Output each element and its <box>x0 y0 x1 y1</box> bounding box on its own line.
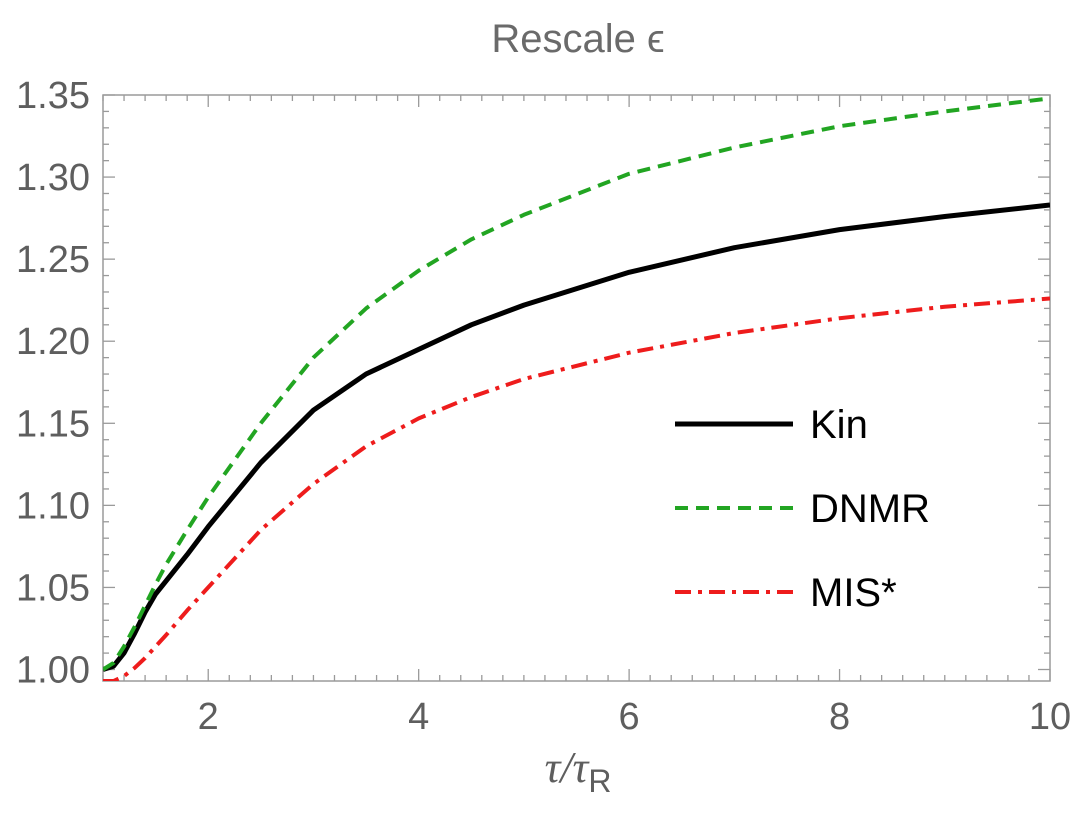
x-tick-label: 6 <box>619 696 640 738</box>
plot-border <box>102 94 1051 682</box>
y-tick-label: 1.25 <box>16 239 90 281</box>
x-axis-label: τ/τR <box>545 743 612 799</box>
x-axis-label-main: τ/τ <box>545 743 591 792</box>
y-tick-label: 1.05 <box>16 567 90 609</box>
x-tick-label: 10 <box>1029 696 1071 738</box>
series-line-mis <box>103 296 1050 681</box>
y-tick-label: 1.35 <box>16 75 90 117</box>
legend-label-dnmr: DNMR <box>810 487 930 531</box>
y-tick-label: 1.00 <box>16 650 90 692</box>
legend: Kin DNMR MIS* <box>675 403 930 615</box>
x-tick-label: 2 <box>198 696 219 738</box>
series-line-dnmr <box>103 96 1050 672</box>
y-tick-label: 1.20 <box>16 321 90 363</box>
x-tick-labels: 2 4 6 8 10 <box>198 696 1071 738</box>
y-tick-label: 1.15 <box>16 403 90 445</box>
legend-label-mis: MIS* <box>810 571 897 615</box>
y-tick-labels: 1.00 1.05 1.10 1.15 1.20 1.25 1.30 1.35 <box>16 75 90 692</box>
plot-frame <box>102 94 1051 682</box>
series-lines <box>103 96 1050 681</box>
series-line-kin <box>103 202 1050 672</box>
x-axis-label-subscript: R <box>588 763 611 799</box>
legend-label-kin: Kin <box>810 403 868 447</box>
x-tick-label: 8 <box>829 696 850 738</box>
axis-ticks <box>102 94 1051 681</box>
x-tick-label: 4 <box>408 696 429 738</box>
chart-title: Rescale ϵ <box>491 17 664 61</box>
y-tick-label: 1.10 <box>16 485 90 527</box>
y-tick-label: 1.30 <box>16 157 90 199</box>
